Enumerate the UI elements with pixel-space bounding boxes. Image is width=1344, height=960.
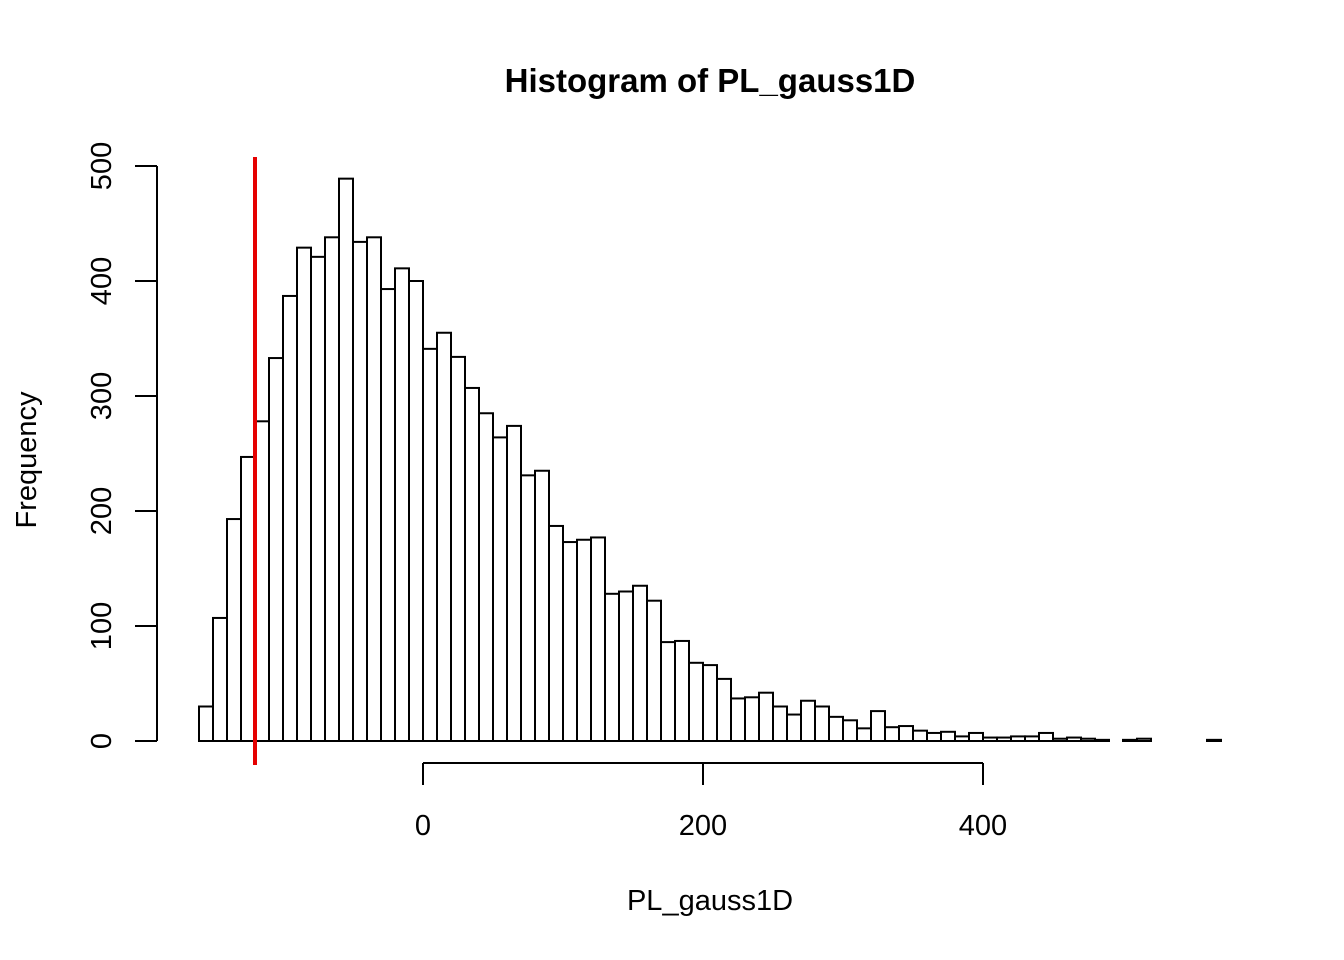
y-tick-label: 100 xyxy=(86,602,118,650)
histogram-bars xyxy=(198,177,1222,743)
histogram-bar xyxy=(772,705,788,742)
chart-title: Histogram of PL_gauss1D xyxy=(505,62,916,99)
histogram-bar xyxy=(954,735,970,743)
histogram-bar xyxy=(268,357,284,742)
histogram-bar xyxy=(786,713,802,742)
histogram-bar xyxy=(940,730,956,742)
histogram-bar xyxy=(590,536,606,743)
histogram-bar xyxy=(520,474,536,742)
y-tick-label: 400 xyxy=(86,257,118,305)
histogram-bar xyxy=(1010,735,1026,743)
histogram-bar xyxy=(982,736,998,742)
histogram-bar xyxy=(534,469,550,742)
histogram-bar xyxy=(310,255,326,742)
histogram-bar xyxy=(1122,738,1138,742)
histogram-bar xyxy=(842,719,858,742)
histogram-bar xyxy=(226,518,242,742)
y-tick-label: 300 xyxy=(86,372,118,420)
histogram-bar xyxy=(576,538,592,742)
histogram-bar xyxy=(1038,731,1054,743)
histogram-bar xyxy=(422,347,438,742)
histogram-bar xyxy=(632,584,648,742)
histogram-bar xyxy=(800,699,816,742)
histogram-bar xyxy=(212,616,228,743)
histogram-bar xyxy=(1080,737,1096,743)
histogram-bar xyxy=(338,177,354,742)
histogram-bar xyxy=(562,541,578,742)
histogram-bar xyxy=(506,424,522,742)
histogram-bar xyxy=(492,436,508,742)
x-axis: 0 200 400 xyxy=(415,762,1007,842)
y-axis-label: Frequency xyxy=(11,391,43,529)
histogram-bar xyxy=(380,288,396,742)
histogram-bar xyxy=(716,677,732,743)
x-axis-label: PL_gauss1D xyxy=(627,885,793,917)
histogram-bar xyxy=(1066,736,1082,742)
histogram-bar xyxy=(912,729,928,743)
histogram-bar xyxy=(926,731,942,743)
histogram-bar xyxy=(1024,735,1040,743)
y-tick-label: 500 xyxy=(86,142,118,190)
histogram-bar xyxy=(898,725,914,742)
histogram-bar xyxy=(660,641,676,742)
histogram-bar xyxy=(646,599,662,743)
y-tick-label: 0 xyxy=(86,733,118,749)
histogram-bar xyxy=(688,661,704,742)
histogram-bar xyxy=(1052,737,1068,743)
histogram-bar xyxy=(352,240,368,742)
histogram-bar xyxy=(674,639,690,743)
y-axis: 0 100 200 300 400 500 xyxy=(86,142,158,749)
histogram-bar xyxy=(282,294,298,742)
histogram-bar xyxy=(478,412,494,742)
histogram-bar xyxy=(366,236,382,743)
histogram-bar xyxy=(408,280,424,742)
x-tick-label: 400 xyxy=(959,810,1007,842)
histogram-bar xyxy=(254,420,270,742)
histogram-bar xyxy=(996,736,1012,742)
histogram-bar xyxy=(702,664,718,742)
histogram-bar xyxy=(394,267,410,742)
histogram-bar xyxy=(548,524,564,743)
y-tick-label: 200 xyxy=(86,487,118,535)
histogram-bar xyxy=(450,355,466,742)
histogram-bar xyxy=(730,697,746,743)
histogram-bar xyxy=(296,246,312,742)
histogram-bar xyxy=(828,715,844,742)
x-tick-label: 0 xyxy=(415,810,431,842)
histogram-bar xyxy=(884,726,900,743)
histogram-bar xyxy=(464,386,480,742)
histogram-bar xyxy=(1094,738,1110,742)
histogram-bar xyxy=(240,455,256,742)
x-tick-label: 200 xyxy=(679,810,727,842)
histogram-bar xyxy=(968,731,984,743)
histogram-bar xyxy=(604,592,620,742)
histogram-bar xyxy=(1136,737,1152,743)
histogram-bar xyxy=(856,727,872,742)
histogram-bar xyxy=(324,236,340,743)
histogram-bar xyxy=(1206,738,1222,742)
histogram-bar xyxy=(744,696,760,742)
histogram-bar xyxy=(758,691,774,743)
histogram-bar xyxy=(814,705,830,742)
histogram-bar xyxy=(870,710,886,742)
histogram-bar xyxy=(618,590,634,742)
histogram-bar xyxy=(198,705,214,742)
histogram-bar xyxy=(436,331,452,742)
